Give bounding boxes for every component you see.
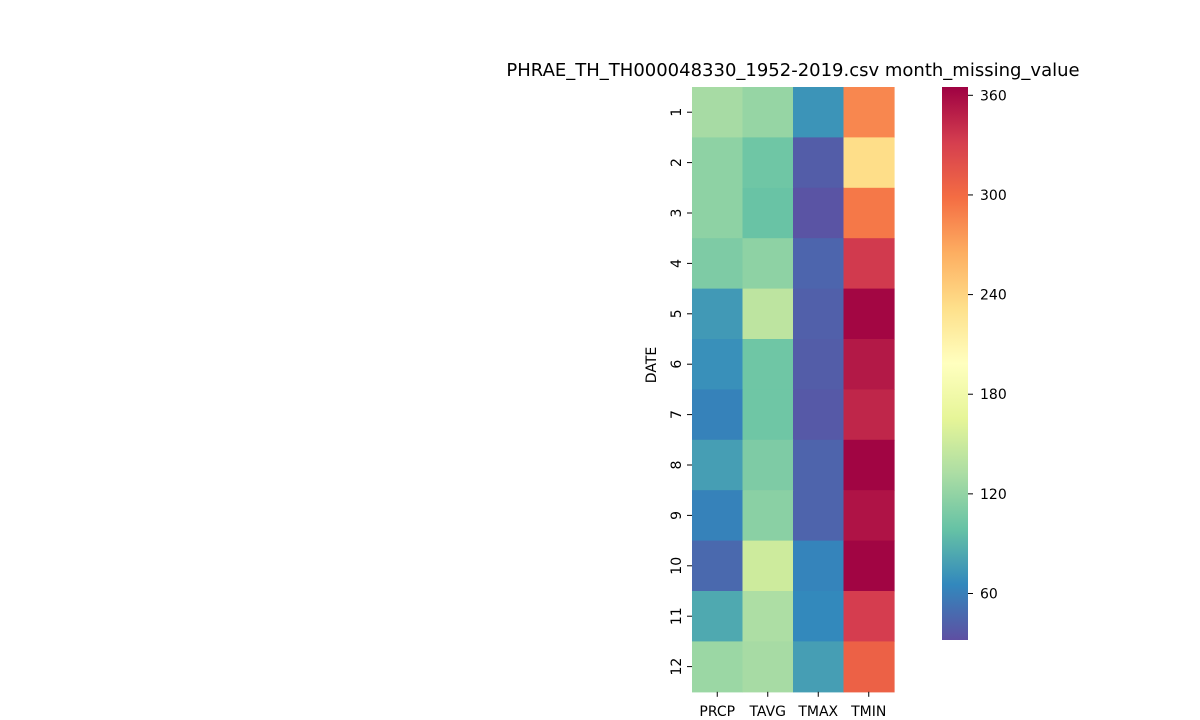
heatmap-cells [692, 87, 895, 693]
heatmap-cell-8-PRCP [692, 439, 744, 491]
heatmap-cell-11-TMIN [843, 591, 895, 642]
y-tick-label: 5 [669, 309, 685, 318]
heatmap-cell-8-TAVG [742, 439, 794, 491]
colorbar-tick-label: 300 [980, 188, 1007, 204]
y-tick-label: 12 [669, 658, 685, 676]
heatmap-cell-11-PRCP [692, 591, 744, 642]
heatmap-cell-12-PRCP [692, 641, 744, 693]
heatmap-cell-12-TMIN [843, 641, 895, 693]
heatmap-cell-8-TMAX [793, 439, 845, 491]
heatmap-cell-3-TMIN [843, 187, 895, 239]
y-tick-label: 11 [669, 607, 685, 625]
x-tick-label: TMAX [797, 704, 838, 720]
chart-title: PHRAE_TH_TH000048330_1952-2019.csv month… [506, 60, 1079, 81]
heatmap-cell-7-PRCP [692, 389, 744, 441]
heatmap-cell-1-TMIN [843, 87, 895, 138]
y-tick-label: 9 [669, 511, 685, 520]
heatmap-cell-1-PRCP [692, 87, 744, 138]
heatmap-cell-6-TMAX [793, 339, 845, 390]
heatmap-cell-7-TMAX [793, 389, 845, 441]
colorbar-tick-label: 120 [980, 487, 1007, 503]
heatmap-cell-1-TMAX [793, 87, 845, 138]
heatmap-cell-5-PRCP [692, 288, 744, 340]
colorbar-tick-label: 360 [980, 88, 1007, 104]
heatmap-cell-4-TMIN [843, 238, 895, 290]
y-tick-label: 6 [669, 360, 685, 369]
heatmap-cell-10-TAVG [742, 540, 794, 592]
y-tick-label: 3 [669, 209, 685, 218]
heatmap-cell-4-TAVG [742, 238, 794, 290]
colorbar-tick-label: 60 [980, 587, 998, 603]
y-tick-label: 7 [669, 410, 685, 419]
heatmap-cell-9-TMAX [793, 490, 845, 542]
heatmap-cell-9-TMIN [843, 490, 895, 542]
x-tick-label: PRCP [699, 704, 735, 720]
heatmap-cell-10-PRCP [692, 540, 744, 592]
heatmap-cell-10-TMAX [793, 540, 845, 592]
heatmap-cell-3-TAVG [742, 187, 794, 239]
heatmap-cell-3-PRCP [692, 187, 744, 239]
heatmap-cell-12-TMAX [793, 641, 845, 693]
heatmap-cell-2-PRCP [692, 137, 744, 189]
heatmap-cell-12-TAVG [742, 641, 794, 693]
heatmap-cell-9-PRCP [692, 490, 744, 542]
colorbar-tick-label: 240 [980, 288, 1007, 304]
heatmap-cell-9-TAVG [742, 490, 794, 542]
y-tick-label: 4 [669, 259, 685, 268]
colorbar-ticks: 60 120 180 240 300 360 [968, 88, 1007, 603]
heatmap-cell-6-TAVG [742, 339, 794, 390]
heatmap-cell-6-PRCP [692, 339, 744, 390]
heatmap-cell-7-TAVG [742, 389, 794, 441]
heatmap-cell-4-TMAX [793, 238, 845, 290]
heatmap-cell-5-TMAX [793, 288, 845, 340]
heatmap-cell-11-TAVG [742, 591, 794, 642]
heatmap-cell-8-TMIN [843, 439, 895, 491]
heatmap-cell-2-TAVG [742, 137, 794, 189]
colorbar-tick-label: 180 [980, 387, 1007, 403]
heatmap-cell-4-PRCP [692, 238, 744, 290]
y-tick-label: 1 [669, 108, 685, 117]
heatmap-cell-6-TMIN [843, 339, 895, 390]
y-tick-label: 2 [669, 158, 685, 167]
y-tick-label: 8 [669, 461, 685, 470]
x-tick-labels: PRCP TAVG TMAX TMIN [699, 691, 886, 720]
heatmap-cell-5-TAVG [742, 288, 794, 340]
heatmap-cell-2-TMAX [793, 137, 845, 189]
x-tick-label: TMIN [850, 704, 886, 720]
heatmap-cell-3-TMAX [793, 187, 845, 239]
y-tick-label: 10 [669, 557, 685, 575]
heatmap-cell-1-TAVG [742, 87, 794, 138]
x-tick-label: TAVG [748, 704, 786, 720]
y-axis-label: DATE [644, 347, 660, 383]
colorbar [942, 87, 968, 640]
heatmap-cell-10-TMIN [843, 540, 895, 592]
heatmap-cell-5-TMIN [843, 288, 895, 340]
heatmap-cell-7-TMIN [843, 389, 895, 441]
heatmap-cell-11-TMAX [793, 591, 845, 642]
heatmap-cell-2-TMIN [843, 137, 895, 189]
